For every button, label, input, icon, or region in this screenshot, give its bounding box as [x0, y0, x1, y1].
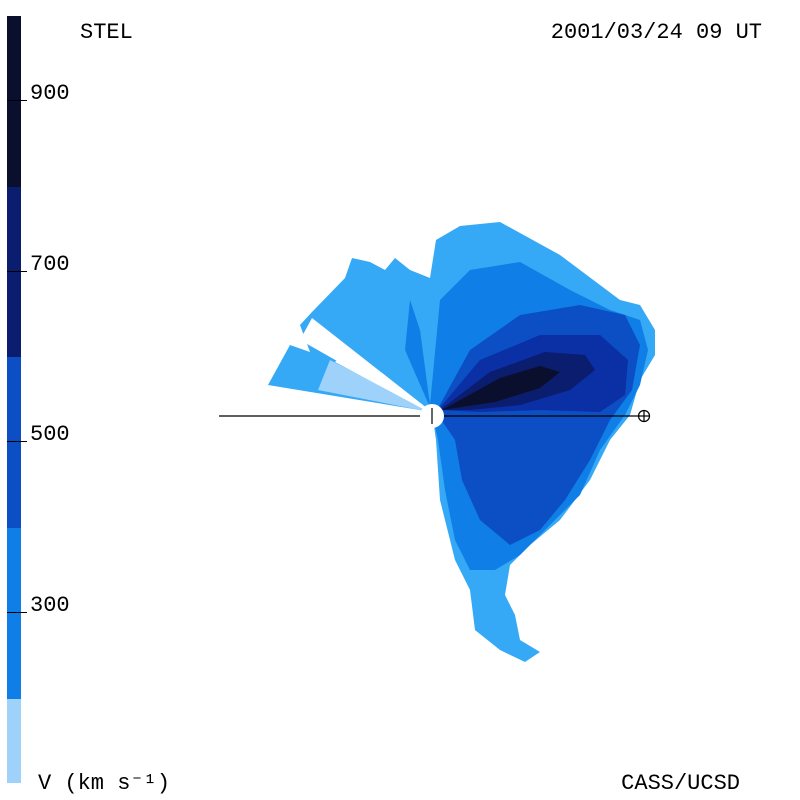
colorbar-tick-label: 500: [30, 422, 70, 447]
colorbar-tick-label: 900: [30, 81, 70, 106]
colorbar-tick: [7, 612, 27, 613]
velocity-colorbar: [7, 16, 21, 783]
colorbar-level-5: [7, 699, 21, 783]
colorbar-level-1: [7, 16, 21, 187]
colorbar-level-3: [7, 357, 21, 528]
colorbar-tick-label: 300: [30, 593, 70, 618]
credit-label: CASS/UCSD: [621, 771, 740, 796]
gap-wedge: [335, 352, 432, 412]
colorbar-tick-label: 700: [30, 252, 70, 277]
velocity-region-lowest: [318, 360, 432, 412]
colorbar-tick: [7, 441, 27, 442]
colorbar-tick: [7, 100, 27, 101]
datetime-label: 2001/03/24 09 UT: [550, 20, 762, 45]
observatory-label: STEL: [80, 20, 133, 45]
colorbar-tick: [7, 271, 27, 272]
gap-wedge: [300, 318, 432, 412]
colorbar-level-2: [7, 187, 21, 357]
velocity-region-900: [442, 366, 560, 410]
earth-symbol-icon: [637, 409, 651, 423]
units-label: V (km s⁻¹): [38, 771, 171, 796]
colorbar-level-4: [7, 528, 21, 699]
